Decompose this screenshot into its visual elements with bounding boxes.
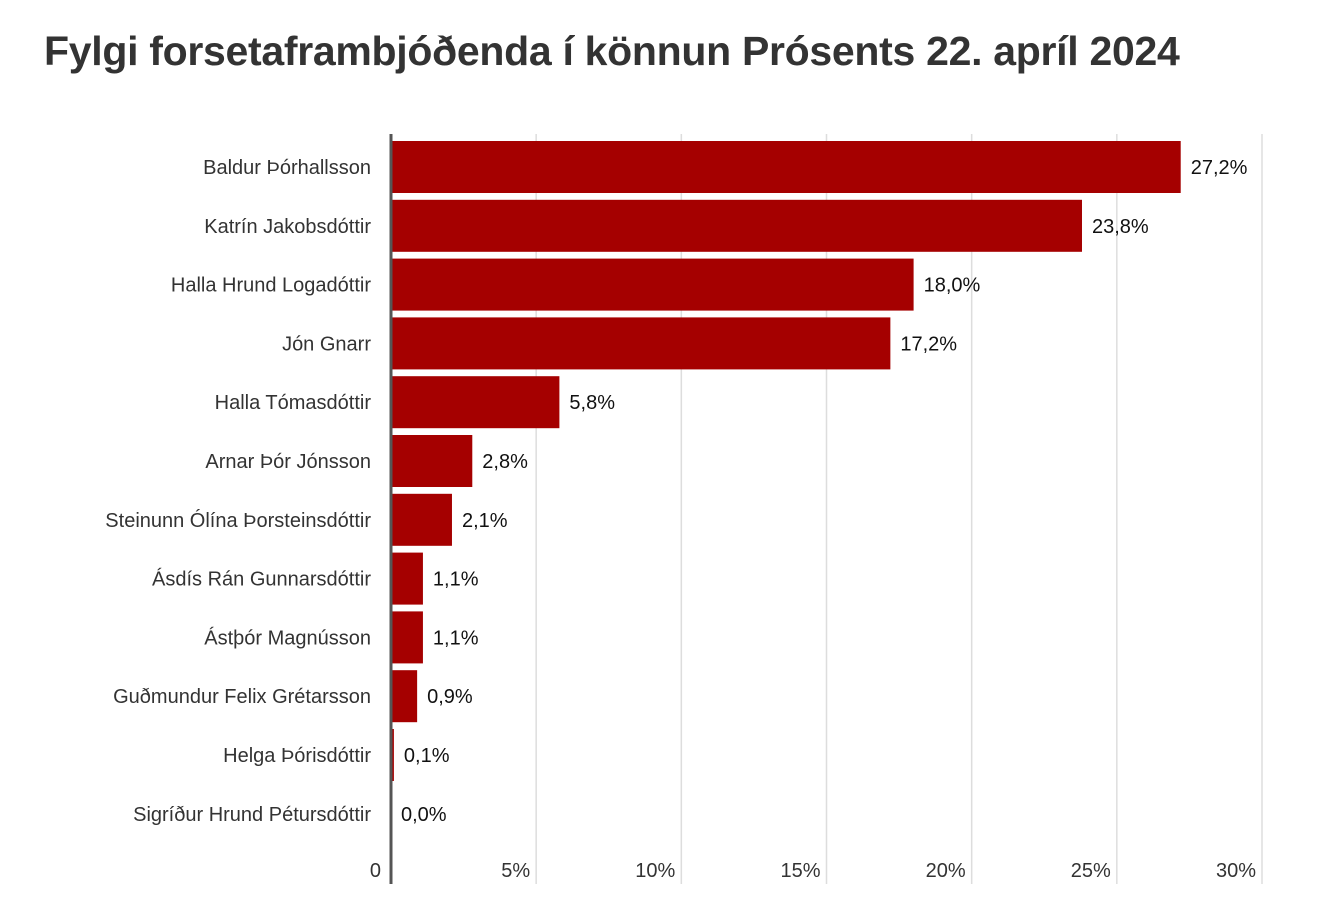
x-tick-labels: 0 5% 10% 15% 20% 25% 30% <box>370 860 1256 882</box>
data-label: 1,1% <box>433 569 479 591</box>
category-label: Ástþór Magnússon <box>204 626 371 649</box>
data-label: 2,8% <box>482 451 528 473</box>
category-label: Katrín Jakobsdóttir <box>204 216 371 238</box>
bar <box>391 376 560 429</box>
data-label: 0,1% <box>404 745 450 767</box>
chart-title: Fylgi forsetaframbjóðenda í könnun Próse… <box>44 28 1180 74</box>
data-label: 2,1% <box>462 510 508 532</box>
data-label: 0,9% <box>427 686 473 708</box>
bar <box>391 670 418 723</box>
category-label: Jón Gnarr <box>282 333 371 355</box>
data-label: 1,1% <box>433 627 479 649</box>
x-tick-label: 5% <box>501 860 530 882</box>
bar <box>391 199 1082 252</box>
x-tick-label: 15% <box>780 860 820 882</box>
category-label: Ásdís Rán Gunnarsdóttir <box>152 568 371 591</box>
data-label: 5,8% <box>569 392 615 414</box>
category-label: Arnar Þór Jónsson <box>205 451 371 473</box>
category-labels: Baldur Þórhallsson Katrín Jakobsdóttir Hal… <box>105 157 371 826</box>
bar <box>391 611 423 664</box>
category-label: Helga Þórisdóttir <box>223 745 371 767</box>
bar <box>391 141 1181 193</box>
category-label: Guðmundur Felix Grétarsson <box>113 686 371 708</box>
bar <box>391 258 914 311</box>
x-tick-label: 0 <box>370 860 381 882</box>
x-tick-label: 30% <box>1216 860 1256 882</box>
category-label: Halla Hrund Logadóttir <box>171 275 371 297</box>
data-label: 17,2% <box>900 333 957 355</box>
bar <box>391 493 452 546</box>
data-label: 27,2% <box>1191 157 1248 179</box>
category-label: Sigríður Hrund Pétursdóttir <box>133 804 371 826</box>
data-label: 18,0% <box>924 275 981 297</box>
bar <box>391 552 423 605</box>
data-label: 23,8% <box>1092 216 1149 238</box>
bar <box>391 317 891 370</box>
bar <box>391 435 473 487</box>
category-label: Steinunn Ólína Þorsteinsdóttir <box>105 509 371 532</box>
data-label: 0,0% <box>401 804 447 826</box>
x-tick-label: 25% <box>1071 860 1111 882</box>
value-labels: 27,2% 23,8% 18,0% 17,2% 5,8% 2,8% 2,1% 1,1% 1,1%… <box>401 157 1248 826</box>
x-tick-label: 20% <box>926 860 966 882</box>
x-tick-label: 10% <box>635 860 675 882</box>
category-label: Halla Tómasdóttir <box>215 392 372 414</box>
bars <box>391 141 1181 781</box>
category-label: Baldur Þórhallsson <box>203 157 371 179</box>
